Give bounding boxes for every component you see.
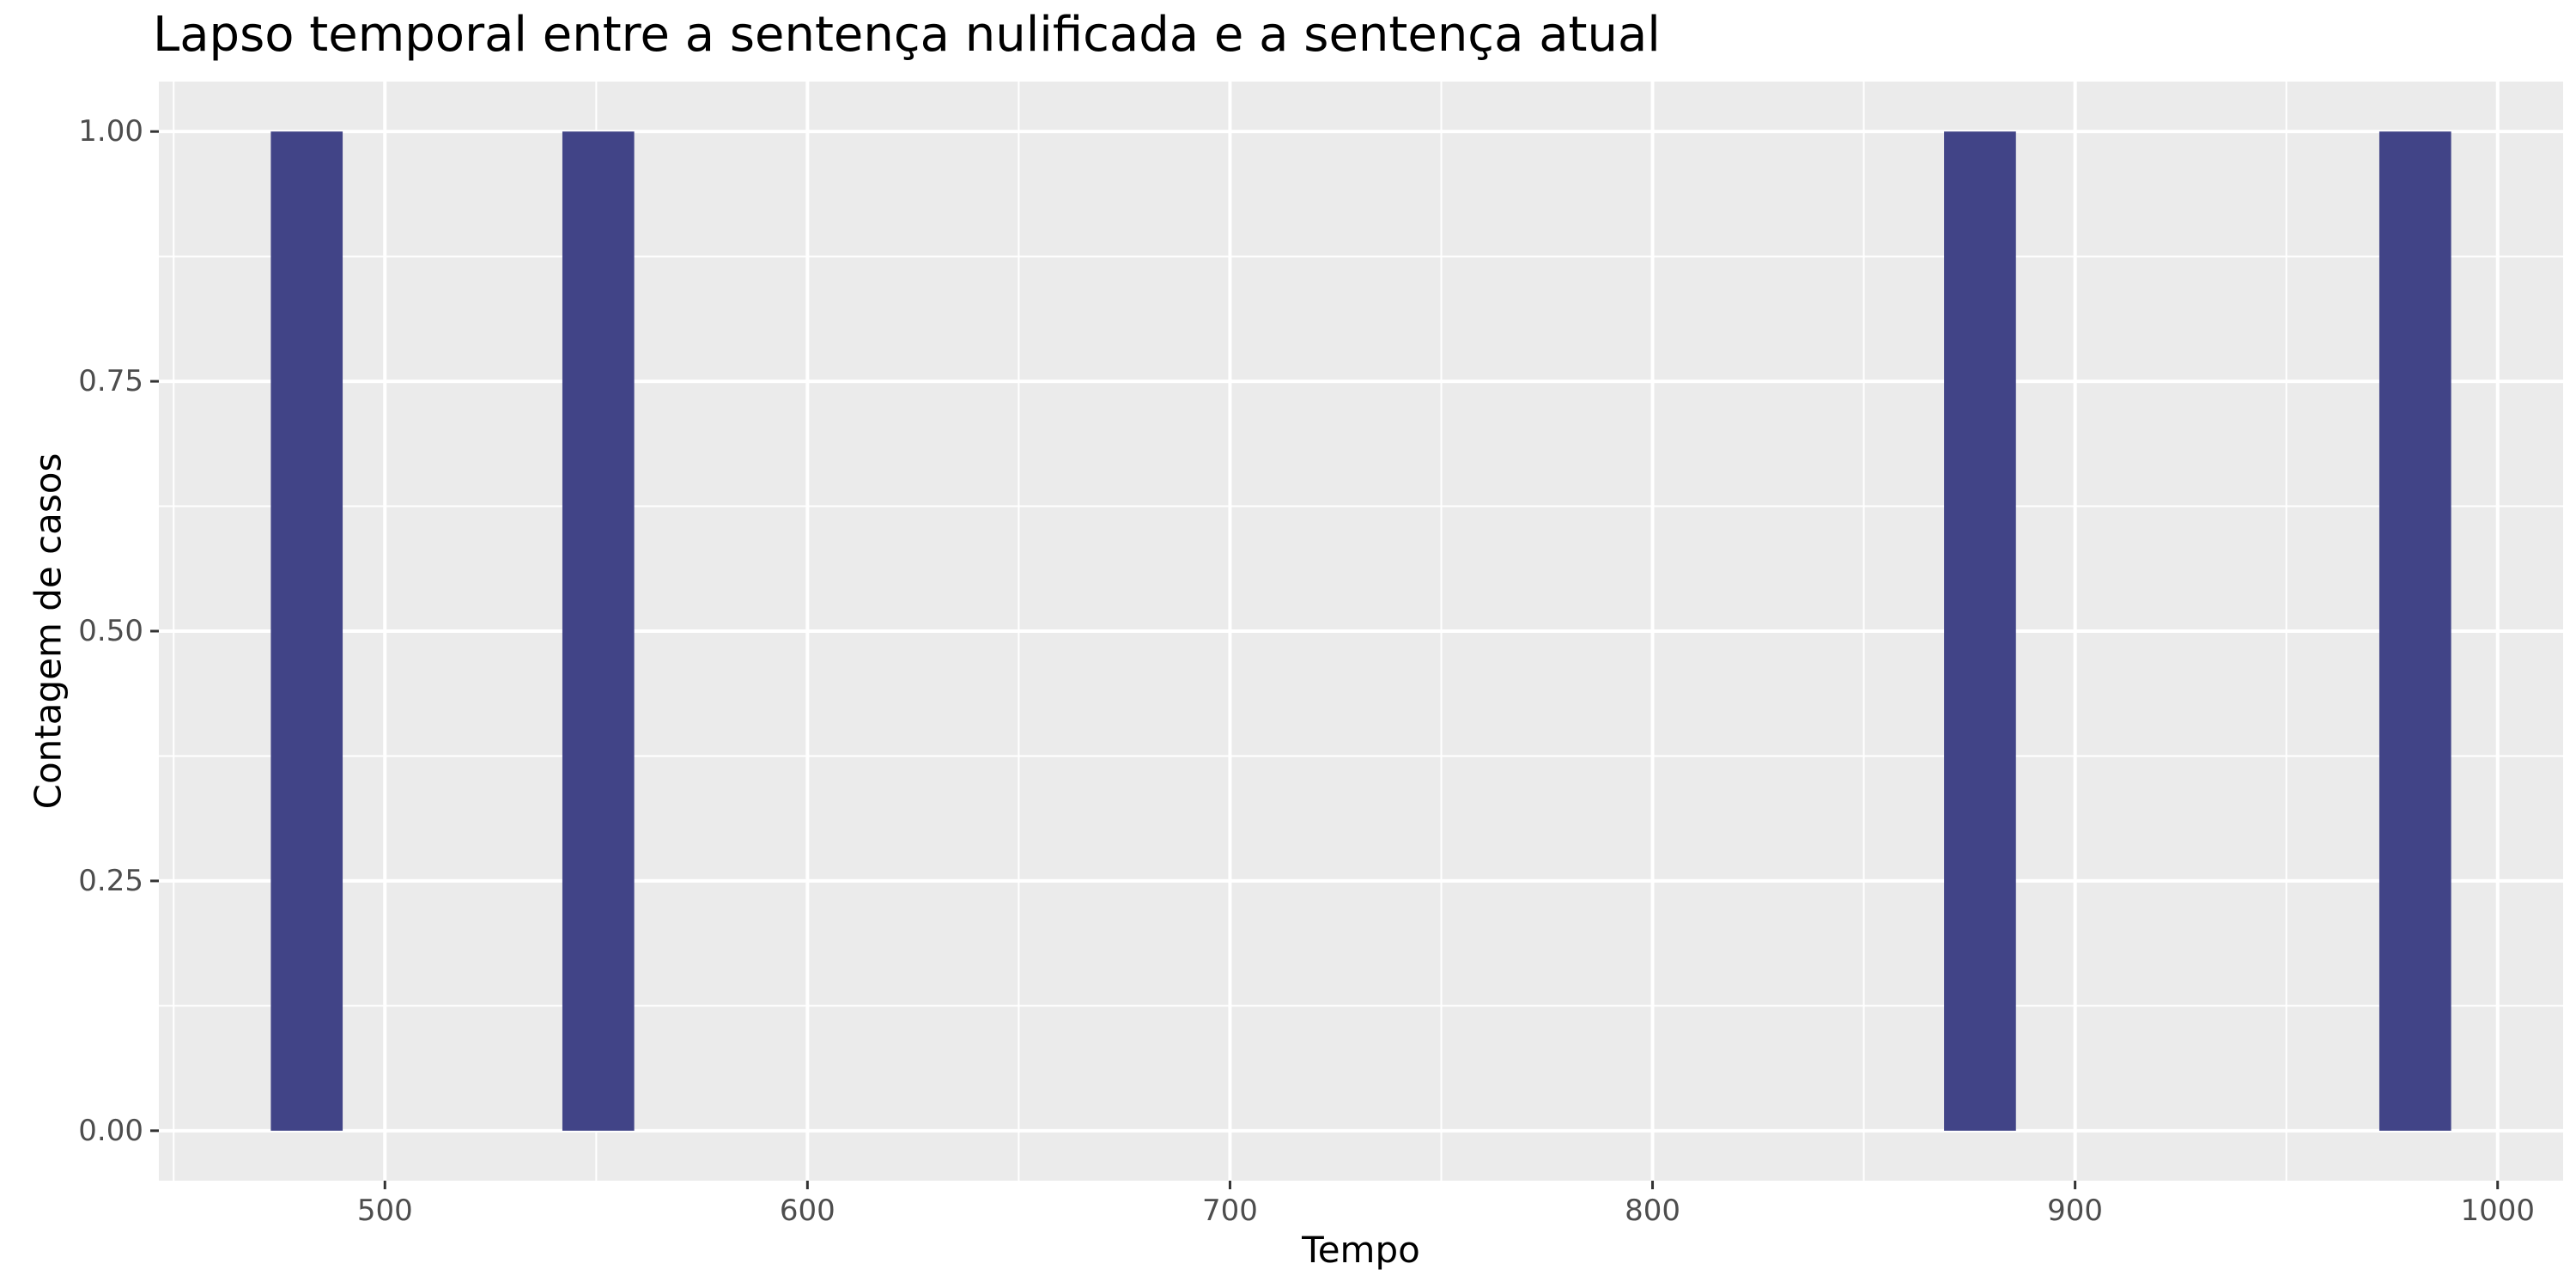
y-tick-label: 0.50: [78, 614, 143, 648]
x-tick-label: 600: [780, 1194, 835, 1228]
x-axis-title: Tempo: [1301, 1229, 1420, 1271]
histogram-bar: [2379, 131, 2451, 1131]
y-axis-title: Contagem de casos: [27, 453, 70, 810]
chart-title: Lapso temporal entre a sentença nulifica…: [153, 7, 1661, 63]
y-tick-label: 0.75: [78, 364, 143, 398]
histogram-bar: [562, 131, 635, 1131]
x-tick-label: 1000: [2460, 1194, 2535, 1228]
minor-gridlines: [159, 82, 2563, 1181]
x-tick-label: 500: [357, 1194, 413, 1228]
y-tick-label: 0.25: [78, 864, 143, 898]
histogram-bar: [1944, 131, 2016, 1131]
x-tick-label: 700: [1202, 1194, 1258, 1228]
major-gridlines: [159, 82, 2563, 1181]
histogram-bars: [270, 131, 2451, 1131]
y-tick-label: 1.00: [78, 114, 143, 149]
y-axis-ticks: 0.00 0.25 0.50 0.75 1.00: [78, 114, 159, 1148]
y-tick-label: 0.00: [78, 1114, 143, 1148]
x-axis-ticks: 500 600 700 800 900 1000: [357, 1181, 2535, 1228]
x-tick-label: 900: [2047, 1194, 2103, 1228]
histogram-bar: [270, 131, 343, 1131]
x-tick-label: 800: [1625, 1194, 1680, 1228]
